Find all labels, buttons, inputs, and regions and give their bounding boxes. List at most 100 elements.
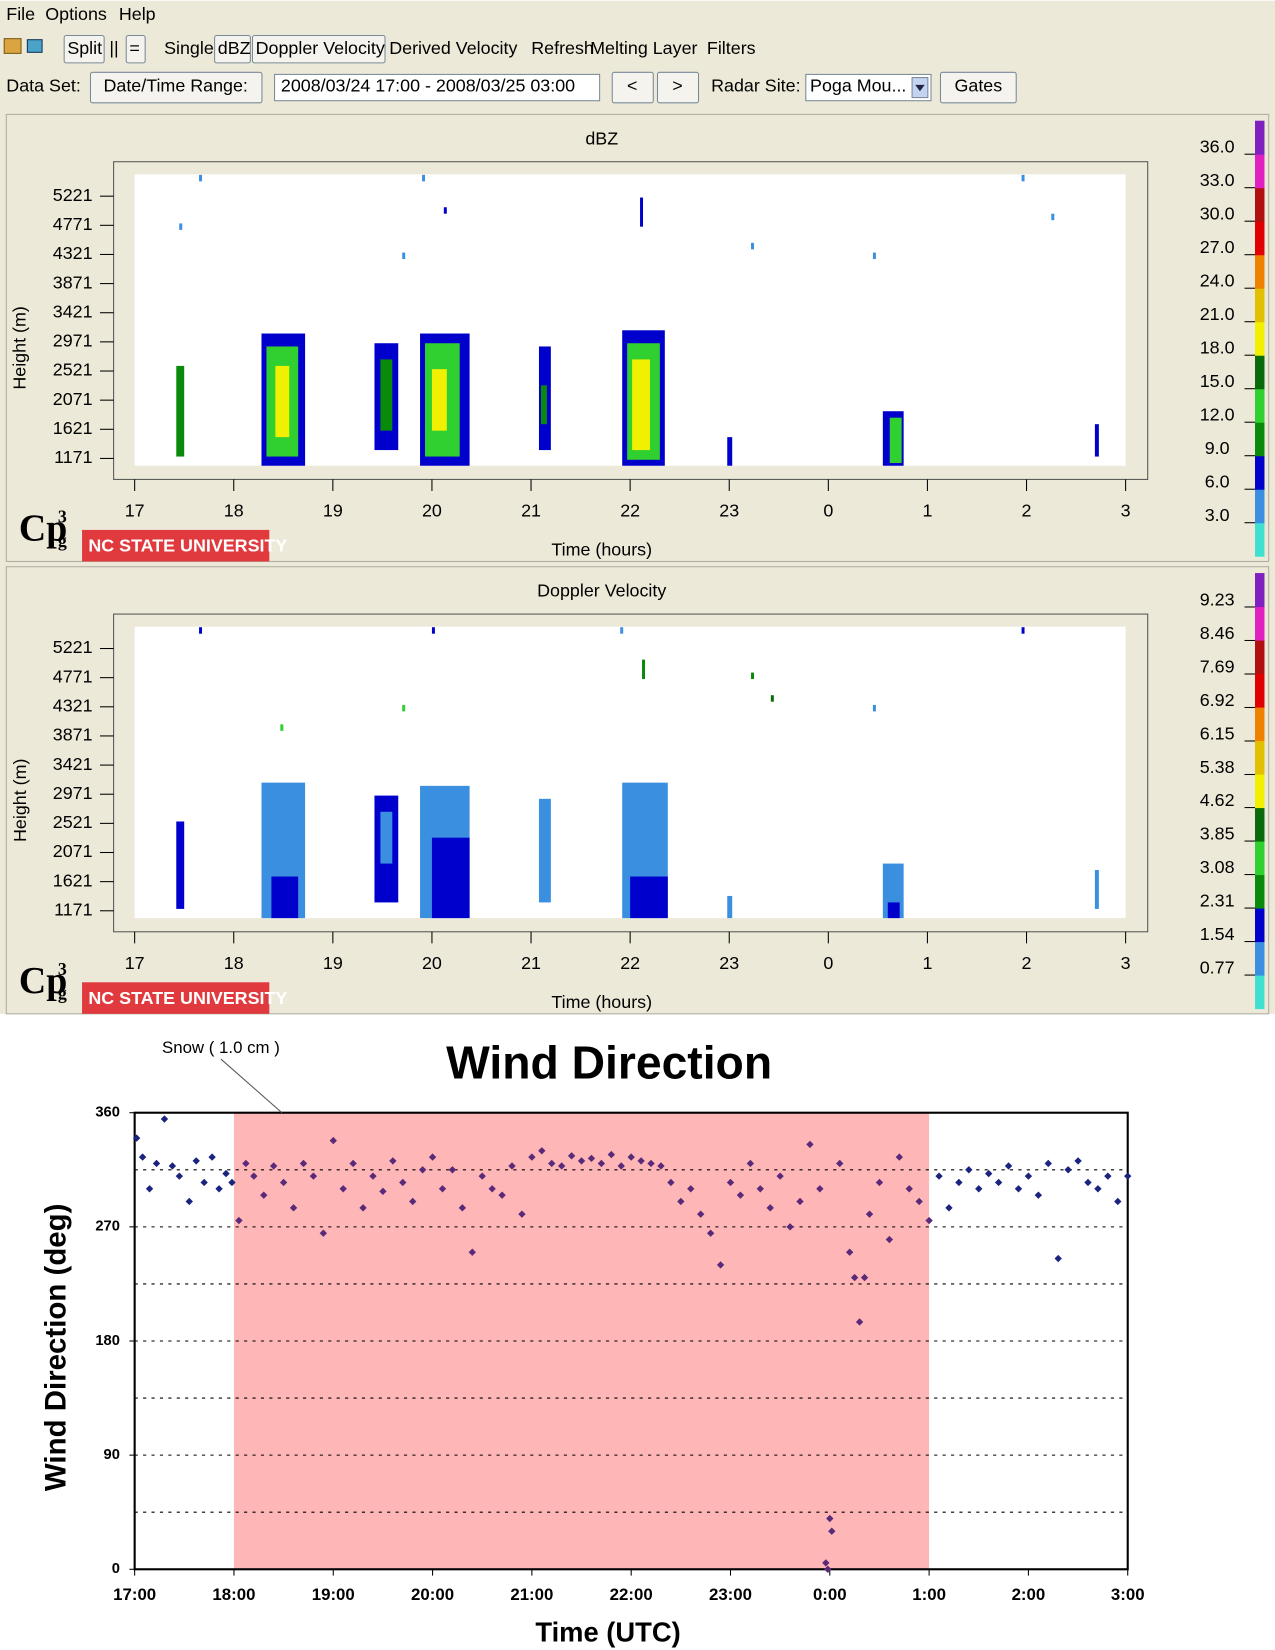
colorbar-segment bbox=[1255, 254, 1265, 289]
data-point bbox=[1044, 1159, 1052, 1168]
button[interactable] bbox=[656, 71, 700, 104]
annotation-line bbox=[220, 1058, 283, 1114]
colorbar-segment bbox=[1255, 187, 1265, 222]
toolbar-item[interactable]: Melting Layer bbox=[590, 38, 697, 58]
data-point bbox=[1024, 1172, 1033, 1180]
colorbar-segment bbox=[1255, 120, 1265, 155]
x-tick-label: 20 bbox=[422, 953, 442, 973]
data-point bbox=[448, 1166, 457, 1174]
button[interactable] bbox=[214, 34, 251, 64]
data-point bbox=[975, 1185, 983, 1193]
open-icon[interactable] bbox=[3, 38, 22, 54]
data-point bbox=[756, 1185, 764, 1193]
data-point bbox=[389, 1157, 397, 1165]
x-tick-label: 19:00 bbox=[312, 1585, 355, 1604]
data-point bbox=[557, 1162, 566, 1170]
colorbar-label: 3.0 bbox=[1205, 505, 1230, 525]
menu-item[interactable]: File bbox=[6, 4, 35, 24]
badge-text: NC STATE UNIVERSITY bbox=[88, 535, 287, 555]
echo bbox=[538, 798, 551, 903]
button[interactable] bbox=[63, 34, 105, 64]
data-point bbox=[359, 1204, 367, 1212]
toolbar-item[interactable]: Filters bbox=[707, 38, 756, 58]
toolbar-item[interactable]: Doppler Velocity bbox=[256, 38, 385, 58]
colorbar-segment bbox=[1255, 807, 1265, 842]
toolbar-item[interactable]: Single bbox=[164, 38, 214, 58]
menu-item[interactable]: Help bbox=[119, 4, 156, 24]
colorbar-segment bbox=[1255, 841, 1265, 876]
button[interactable] bbox=[89, 71, 263, 104]
y-tick-label: 180 bbox=[95, 1333, 120, 1349]
data-point bbox=[836, 1159, 844, 1168]
toolbar-item[interactable]: Derived Velocity bbox=[389, 38, 517, 58]
colorbar-label: 8.46 bbox=[1200, 623, 1235, 643]
label: Radar Site: bbox=[711, 76, 800, 96]
data-point bbox=[418, 1166, 427, 1174]
colorbar-label: 7.69 bbox=[1200, 656, 1235, 676]
y-axis-label: Height (m) bbox=[10, 759, 30, 842]
y-tick-label: 4771 bbox=[53, 214, 93, 234]
data-point bbox=[1034, 1191, 1043, 1199]
y-axis-label: Wind Direction (deg) bbox=[40, 1204, 73, 1492]
button-label[interactable]: Date/Time Range: bbox=[103, 76, 247, 96]
data-point bbox=[587, 1154, 596, 1163]
data-point bbox=[860, 1273, 869, 1282]
x-tick-label: 3 bbox=[1121, 953, 1131, 973]
button[interactable] bbox=[125, 34, 146, 64]
data-point bbox=[329, 1136, 337, 1145]
colorbar-label: 6.15 bbox=[1200, 723, 1235, 743]
echo bbox=[727, 895, 733, 919]
x-tick-label: 1:00 bbox=[912, 1585, 946, 1604]
y-tick-label: 4321 bbox=[53, 696, 93, 716]
x-tick-label: 18:00 bbox=[212, 1585, 255, 1604]
x-tick-label: 19 bbox=[323, 953, 343, 973]
button[interactable] bbox=[939, 71, 1017, 104]
colorbar-label: 21.0 bbox=[1200, 304, 1235, 324]
x-tick-label: 17 bbox=[125, 501, 145, 521]
text-field[interactable] bbox=[274, 73, 601, 102]
colorbar-label: 5.38 bbox=[1200, 757, 1235, 777]
echo bbox=[889, 417, 902, 464]
data-point bbox=[706, 1229, 715, 1237]
toolbar-item[interactable]: || bbox=[109, 38, 118, 58]
button-label[interactable]: > bbox=[672, 76, 682, 96]
data-point bbox=[1064, 1166, 1072, 1174]
y-axis-label: Height (m) bbox=[10, 306, 30, 389]
toolbar-item[interactable]: dBZ bbox=[218, 38, 251, 58]
save-icon[interactable] bbox=[26, 39, 43, 53]
y-tick-label: 2971 bbox=[53, 783, 93, 803]
data-point bbox=[152, 1159, 161, 1168]
colorbar-label: 2.31 bbox=[1200, 890, 1235, 910]
button[interactable] bbox=[611, 71, 654, 104]
select[interactable] bbox=[805, 73, 932, 102]
logo-sub: g bbox=[58, 531, 67, 551]
x-tick-label: 0 bbox=[823, 501, 833, 521]
data-point bbox=[597, 1159, 606, 1168]
echo bbox=[431, 369, 447, 431]
data-point bbox=[955, 1178, 963, 1187]
colorbar-segment bbox=[1255, 154, 1265, 189]
y-tick-label: 5221 bbox=[53, 185, 93, 205]
y-tick-label: 3421 bbox=[53, 301, 93, 321]
colorbar-label: 0.77 bbox=[1200, 957, 1235, 977]
colorbar-segment bbox=[1255, 975, 1265, 1010]
toolbar-item[interactable]: Refresh bbox=[531, 38, 594, 58]
label: Data Set: bbox=[6, 76, 81, 96]
data-point bbox=[200, 1178, 208, 1187]
colorbar-label: 9.0 bbox=[1205, 438, 1230, 458]
button-label[interactable]: < bbox=[627, 76, 637, 96]
button-label[interactable]: Gates bbox=[954, 76, 1002, 96]
data-point bbox=[905, 1185, 913, 1193]
button[interactable] bbox=[251, 34, 386, 64]
menu-item[interactable]: Options bbox=[45, 4, 107, 24]
x-tick-label: 2 bbox=[1022, 501, 1032, 521]
echo bbox=[443, 207, 447, 214]
toolbar-item[interactable]: = bbox=[129, 38, 139, 58]
echo bbox=[176, 821, 185, 909]
toolbar-item[interactable]: Split bbox=[67, 38, 102, 58]
colorbar-segment bbox=[1255, 388, 1265, 423]
chart-title: Wind Direction bbox=[446, 1037, 772, 1089]
data-point bbox=[667, 1178, 675, 1187]
x-axis-label: Time (UTC) bbox=[535, 1617, 680, 1648]
